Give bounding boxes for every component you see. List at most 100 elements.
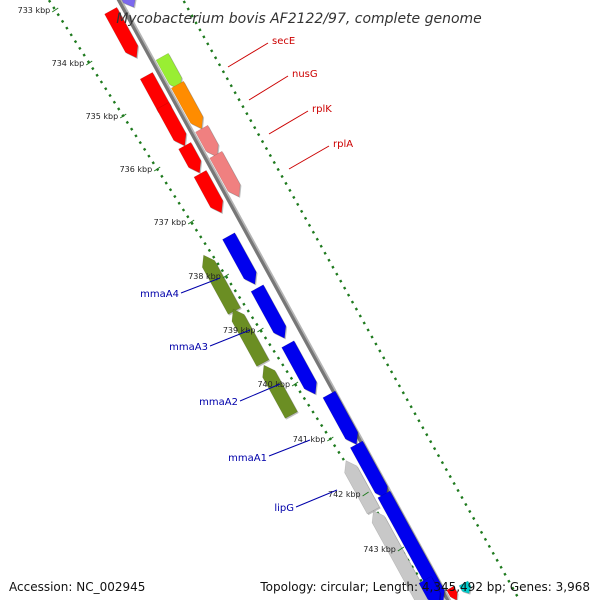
leader-line — [180, 277, 221, 294]
gene-arrow[interactable] — [458, 580, 472, 594]
gene-feature[interactable] — [262, 364, 299, 420]
tick-label: 743 kbp — [363, 545, 396, 554]
gene-name: secE — [272, 36, 295, 47]
gene-feature[interactable] — [458, 580, 473, 595]
gene-feature[interactable] — [231, 308, 271, 368]
leader-line — [288, 145, 330, 170]
gene-arrow[interactable] — [104, 6, 139, 59]
tick: 738 kbp — [188, 272, 230, 281]
gene-feature[interactable] — [156, 101, 188, 147]
map-title: Mycobacterium bovis AF2122/97, complete … — [116, 11, 482, 27]
gene-label-rplA: rplA — [288, 139, 353, 170]
gene-arrow[interactable] — [344, 460, 380, 515]
gene-feature[interactable] — [104, 6, 139, 60]
tick: 739 kbp — [223, 326, 264, 335]
tick-mark — [327, 436, 334, 442]
topology-text: Topology: circular; Length: 4,345,492 bp… — [260, 580, 590, 594]
gene-arrow[interactable] — [209, 150, 241, 198]
tick: 733 kbp — [18, 6, 59, 15]
gene-feature[interactable] — [195, 124, 220, 158]
gene-arrow[interactable] — [170, 80, 204, 130]
gene-feature[interactable] — [178, 141, 203, 174]
gene-arrow[interactable] — [349, 440, 388, 499]
gene-feature[interactable] — [209, 150, 242, 198]
tick: 743 kbp — [363, 545, 405, 554]
tick-mark — [51, 7, 59, 13]
dotted-rings — [47, 0, 521, 600]
gene-feature[interactable] — [446, 585, 459, 600]
gene-feature[interactable] — [281, 340, 318, 396]
gene-arrow[interactable] — [118, 0, 136, 8]
gene-arrow[interactable] — [201, 254, 241, 315]
leader-line — [248, 75, 289, 101]
tick: 735 kbp — [86, 112, 127, 121]
gene-feature[interactable] — [118, 0, 137, 9]
gene-arrow[interactable] — [446, 585, 458, 600]
gene-feature[interactable] — [322, 390, 359, 446]
gene-arrow[interactable] — [262, 364, 298, 419]
gene-name: rplA — [333, 139, 353, 150]
leader-line — [268, 439, 311, 457]
gene-feature[interactable] — [349, 440, 389, 500]
tick-mark — [119, 113, 127, 119]
gene-arrow[interactable] — [281, 340, 317, 395]
gene-label-secE: secE — [227, 36, 295, 68]
tick-label: 734 kbp — [52, 59, 85, 68]
leader-line — [295, 489, 338, 508]
gene-label-mmaA1: mmaA1 — [228, 439, 311, 464]
gene-name: mmaA4 — [140, 289, 179, 300]
tick-label: 736 kbp — [120, 165, 153, 174]
outer-dotted-ring — [181, 0, 521, 600]
gene-label-mmaA2: mmaA2 — [199, 383, 281, 408]
tick: 741 kbp — [293, 435, 334, 444]
leader-line — [209, 329, 251, 347]
gene-arrow[interactable] — [322, 390, 359, 445]
gene-feature[interactable] — [418, 575, 442, 600]
gene-label-mmaA3: mmaA3 — [169, 329, 251, 353]
gene-arrow[interactable] — [193, 169, 224, 214]
gene-feature[interactable] — [193, 169, 224, 214]
gene-arrow[interactable] — [222, 232, 257, 285]
tick-label: 741 kbp — [293, 435, 326, 444]
inner-dotted-ring — [47, 0, 436, 600]
accession-text: Accession: NC_002945 — [9, 580, 146, 594]
gene-feature[interactable] — [250, 284, 288, 340]
tick-mark — [257, 327, 264, 333]
feature-track — [104, 0, 473, 600]
gene-feature[interactable] — [222, 232, 258, 286]
gene-arrow[interactable] — [231, 308, 270, 367]
tick: 736 kbp — [120, 165, 161, 174]
gene-name: rplK — [312, 104, 332, 115]
gene-arrow[interactable] — [371, 510, 434, 600]
tick-mark — [362, 491, 369, 497]
tick-mark — [85, 60, 93, 66]
gene-name: mmaA1 — [228, 453, 267, 464]
gene-name: mmaA2 — [199, 397, 238, 408]
gene-feature[interactable] — [344, 460, 381, 516]
gene-label-rplK: rplK — [268, 104, 332, 135]
gene-arrow[interactable] — [156, 101, 187, 147]
gene-arrow[interactable] — [195, 124, 219, 158]
gene-arrow[interactable] — [418, 575, 441, 600]
gene-label-lipG: lipG — [274, 489, 338, 514]
tick-mark — [187, 219, 195, 225]
gene-feature[interactable] — [371, 510, 436, 600]
leader-line — [227, 42, 269, 68]
gene-label-nusG: nusG — [248, 69, 318, 101]
gene-feature[interactable] — [170, 80, 205, 130]
gene-labels: secE nusG rplK rplA mmaA4 mmaA3 mmaA2 mmaA1 lipG — [140, 36, 353, 514]
tick-marks: 733 kbp 734 kbp 735 kbp 736 kbp 737 kbp 738 k… — [18, 6, 405, 554]
tick: 734 kbp — [52, 59, 93, 68]
gene-arrow[interactable] — [250, 284, 287, 339]
gene-label-mmaA4: mmaA4 — [140, 277, 221, 300]
gene-name: nusG — [292, 69, 318, 80]
tick: 737 kbp — [154, 218, 195, 227]
gene-name: lipG — [274, 503, 294, 514]
tick: 740 kbp — [257, 380, 299, 389]
gene-name: mmaA3 — [169, 342, 208, 353]
gene-arrow[interactable] — [178, 141, 202, 174]
tick-mark — [291, 381, 299, 387]
tick-label: 740 kbp — [257, 380, 290, 389]
leader-line — [239, 383, 281, 402]
